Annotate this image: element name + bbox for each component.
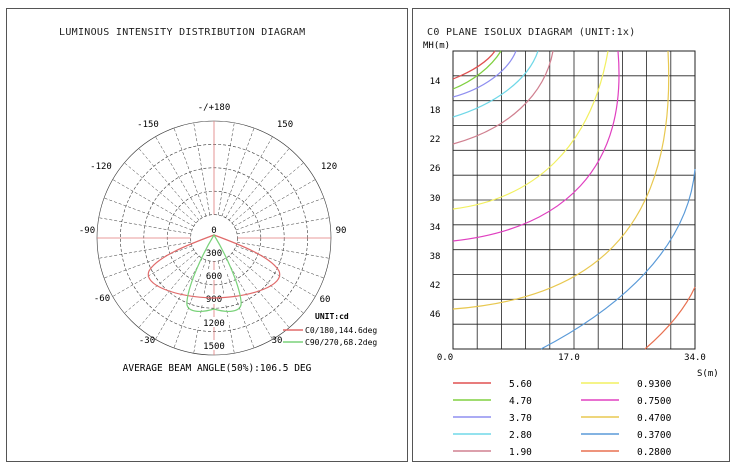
- polar-grid: [96, 120, 332, 356]
- angle-label-minus30: -30: [139, 336, 155, 346]
- polar-spoke: [155, 258, 203, 340]
- x-axis-label: S(m): [697, 369, 719, 379]
- y-tick-label: 30: [430, 194, 441, 204]
- polar-spoke: [193, 122, 211, 216]
- angle-label-120: 120: [321, 162, 337, 172]
- isoline-2.80: [452, 50, 539, 118]
- polar-spoke: [221, 128, 255, 217]
- isoline-3.70: [452, 50, 517, 98]
- polar-spoke: [138, 148, 200, 221]
- y-tick-label: 46: [430, 310, 441, 320]
- polar-spoke: [235, 245, 324, 279]
- polar-spoke: [231, 162, 304, 224]
- y-tick-label: 18: [430, 106, 441, 116]
- polar-spoke: [236, 241, 330, 259]
- polar-spoke: [104, 245, 193, 279]
- isolux-title: C0 PLANE ISOLUX DIAGRAM (UNIT:1x): [427, 27, 636, 38]
- radial-label-300: 300: [206, 249, 222, 259]
- isolux-panel: C0 PLANE ISOLUX DIAGRAM (UNIT:1x) MH(m) …: [412, 8, 730, 462]
- legend-value: 0.9300: [637, 379, 672, 390]
- angle-label-minus60: -60: [94, 294, 110, 304]
- beam-angle-label: AVERAGE BEAM ANGLE(50%):106.5 DEG: [123, 363, 312, 374]
- radial-label-900: 900: [206, 295, 222, 305]
- polar-title: LUMINOUS INTENSITY DISTRIBUTION DIAGRAM: [59, 27, 306, 38]
- isoline-0.2800: [644, 286, 696, 350]
- polar-spoke: [217, 122, 235, 216]
- polar-spoke: [225, 258, 273, 340]
- polar-diagram: -/+180 -150 150 -120 120 -90 90 -60 60 -…: [79, 103, 378, 374]
- isoline-0.7500: [452, 50, 620, 242]
- legend-value: 0.4700: [637, 413, 672, 424]
- y-tick-label: 34: [430, 223, 441, 233]
- isoline-0.3700: [540, 168, 696, 350]
- polar-spoke: [104, 197, 193, 231]
- legend-value: 0.3700: [637, 430, 672, 441]
- radial-label-600: 600: [206, 272, 222, 282]
- isoline-0.4700: [452, 50, 670, 310]
- y-tick-label: 26: [430, 164, 441, 174]
- angle-label-90: 90: [336, 226, 347, 236]
- polar-spoke: [138, 255, 200, 328]
- isolux-legend: 5.60 0.9300 4.70 0.7500 3.70 0.4700 2.80 0.3700…: [453, 379, 672, 458]
- angle-label-0: 0: [211, 226, 216, 236]
- y-tick-label: 22: [430, 135, 441, 145]
- isolux-y-ticks: 14 18 22 26 30 34 38 42 46: [430, 77, 441, 320]
- angle-label-30: 30: [272, 336, 283, 346]
- polar-spoke: [124, 162, 197, 224]
- legend-value: 5.60: [509, 379, 532, 390]
- legend-value: 3.70: [509, 413, 532, 424]
- isoline-1.90: [452, 50, 554, 145]
- legend-value: 1.90: [509, 447, 532, 458]
- isoline-5.60: [452, 50, 496, 80]
- radial-label-1500: 1500: [203, 342, 225, 352]
- legend-value: 2.80: [509, 430, 532, 441]
- polar-spoke: [155, 136, 203, 218]
- polar-spoke: [234, 249, 316, 297]
- angle-label-60: 60: [320, 295, 331, 305]
- angle-label-minus150: -150: [137, 120, 159, 130]
- polar-spoke: [173, 128, 207, 217]
- isolux-diagram: MH(m) 14 18 22 26 30 34 38 42 46 0.0 17.0 34.0 S…: [423, 41, 719, 458]
- curve-c0-180: [147, 234, 281, 299]
- polar-spoke: [228, 148, 290, 221]
- x-tick-34: 34.0: [684, 353, 706, 363]
- legend-label-c90: C90/270,68.2deg: [305, 338, 377, 347]
- polar-spoke: [112, 249, 194, 297]
- isoline-4.70: [452, 50, 502, 90]
- polar-spoke: [98, 241, 192, 259]
- polar-spoke: [221, 259, 255, 348]
- polar-spoke: [235, 197, 324, 231]
- legend-value: 0.2800: [637, 447, 672, 458]
- x-tick-17: 17.0: [558, 353, 580, 363]
- angle-label-180: -/+180: [198, 103, 231, 113]
- polar-spoke: [231, 252, 304, 314]
- polar-spoke: [236, 217, 330, 235]
- polar-spoke: [124, 252, 197, 314]
- luminous-intensity-panel: LUMINOUS INTENSITY DISTRIBUTION DIAGRAM …: [6, 8, 408, 462]
- legend-label-c0: C0/180,144.6deg: [305, 326, 377, 335]
- isolux-curves: [452, 50, 696, 350]
- isolux-grid: [452, 50, 696, 350]
- legend-value: 0.7500: [637, 396, 672, 407]
- radial-label-1200: 1200: [203, 319, 225, 329]
- angle-label-minus120: -120: [90, 162, 112, 172]
- unit-label: UNIT:cd: [315, 312, 349, 321]
- y-tick-label: 14: [430, 77, 441, 87]
- isoline-0.9300: [452, 50, 609, 210]
- y-tick-label: 38: [430, 252, 441, 262]
- curve-c90-270: [186, 233, 242, 312]
- polar-spoke: [173, 259, 207, 348]
- polar-spoke: [225, 136, 273, 218]
- polar-spoke: [228, 255, 290, 328]
- polar-spoke: [112, 179, 194, 227]
- legend-value: 4.70: [509, 396, 532, 407]
- x-tick-0: 0.0: [437, 353, 453, 363]
- y-axis-label: MH(m): [423, 41, 450, 51]
- polar-spoke: [98, 217, 192, 235]
- y-tick-label: 42: [430, 281, 441, 291]
- polar-spoke: [234, 179, 316, 227]
- angle-label-150: 150: [277, 120, 293, 130]
- angle-label-minus90: -90: [79, 226, 95, 236]
